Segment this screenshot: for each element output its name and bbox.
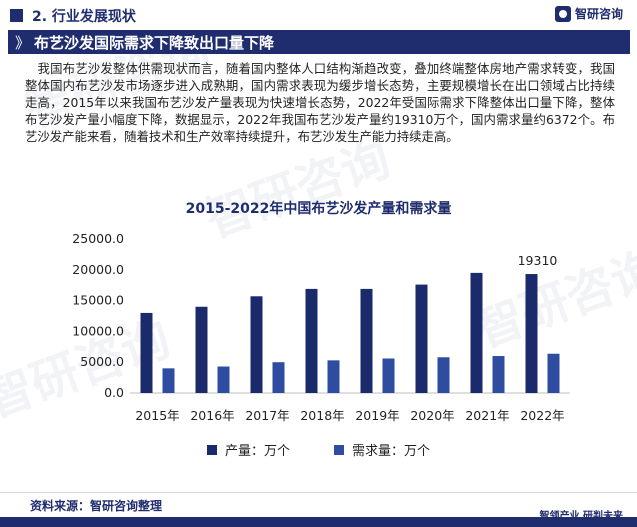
bar-production — [250, 296, 263, 393]
x-tick-label: 2018年 — [300, 408, 344, 423]
bar-demand — [492, 356, 505, 393]
x-tick-label: 2020年 — [410, 408, 454, 423]
x-tick-label: 2017年 — [245, 408, 289, 423]
x-tick-label: 2019年 — [355, 408, 399, 423]
chevron-icon: 》 — [15, 34, 31, 52]
x-tick-label: 2021年 — [465, 408, 509, 423]
bar-demand — [162, 368, 175, 393]
brand-name: 智研咨询 — [574, 7, 623, 21]
y-tick-label: 25000.0 — [72, 231, 124, 246]
bar-demand — [217, 366, 230, 393]
y-tick-label: 15000.0 — [72, 293, 124, 308]
bar-chart: 0.0 5000.0 10000.0 15000.0 20000.0 25000.0 201… — [72, 231, 570, 423]
bar-production — [195, 306, 208, 393]
bar-production — [360, 288, 373, 393]
footer-bar — [0, 517, 637, 527]
y-tick-label: 0.0 — [104, 385, 124, 400]
banner-title: 布艺沙发国际需求下降致出口量下降 — [34, 34, 275, 52]
x-tick-label: 2022年 — [520, 408, 564, 423]
bar-production — [525, 274, 538, 393]
logo-icon — [554, 5, 571, 22]
top-header: 2. 行业发展现状 智研咨询 — [0, 0, 637, 30]
bar-demand — [382, 358, 395, 393]
bar-demand — [327, 360, 340, 393]
title-banner: 》 布艺沙发国际需求下降致出口量下降 — [8, 30, 630, 54]
legend-item-production: 产量：万个 — [206, 440, 290, 459]
y-tick-label: 10000.0 — [72, 323, 124, 338]
bar-demand — [437, 357, 450, 393]
bar-demand — [547, 353, 560, 393]
slogan: 智领产业 研判未来 — [540, 507, 623, 522]
paragraph-text: 我国布艺沙发整体供需现状而言，随着国内整体人口结构渐趋改变，叠加终端整体房地产需… — [25, 61, 615, 144]
legend-label-demand: 需求量：万个 — [352, 444, 431, 459]
brand-logo: 智研咨询 — [554, 5, 623, 22]
legend-label-production: 产量：万个 — [224, 444, 290, 459]
section-title: 2. 行业发展现状 — [32, 9, 136, 25]
data-label: 19310 — [518, 253, 558, 268]
legend-swatch-demand — [334, 444, 344, 455]
chart-title: 2015-2022年中国布艺沙发产量和需求量 — [185, 201, 452, 217]
bar-demand — [272, 362, 285, 393]
divider — [0, 492, 637, 493]
chart-legend: 产量：万个 需求量：万个 — [0, 440, 637, 459]
legend-swatch-production — [206, 444, 217, 455]
bar-production — [305, 288, 318, 393]
x-tick-label: 2016年 — [190, 408, 234, 423]
x-tick-label: 2015年 — [135, 408, 179, 423]
y-tick-label: 20000.0 — [72, 262, 124, 277]
description-paragraph: 我国布艺沙发整体供需现状而言，随着国内整体人口结构渐趋改变，叠加终端整体房地产需… — [25, 60, 615, 145]
bar-production — [140, 312, 153, 393]
bar-production — [415, 284, 428, 393]
y-tick-label: 5000.0 — [80, 354, 124, 369]
source-note: 资料来源：智研咨询整理 — [30, 499, 163, 513]
section-marker-icon — [10, 9, 23, 22]
bar-production — [470, 272, 483, 393]
legend-item-demand: 需求量：万个 — [334, 440, 430, 459]
